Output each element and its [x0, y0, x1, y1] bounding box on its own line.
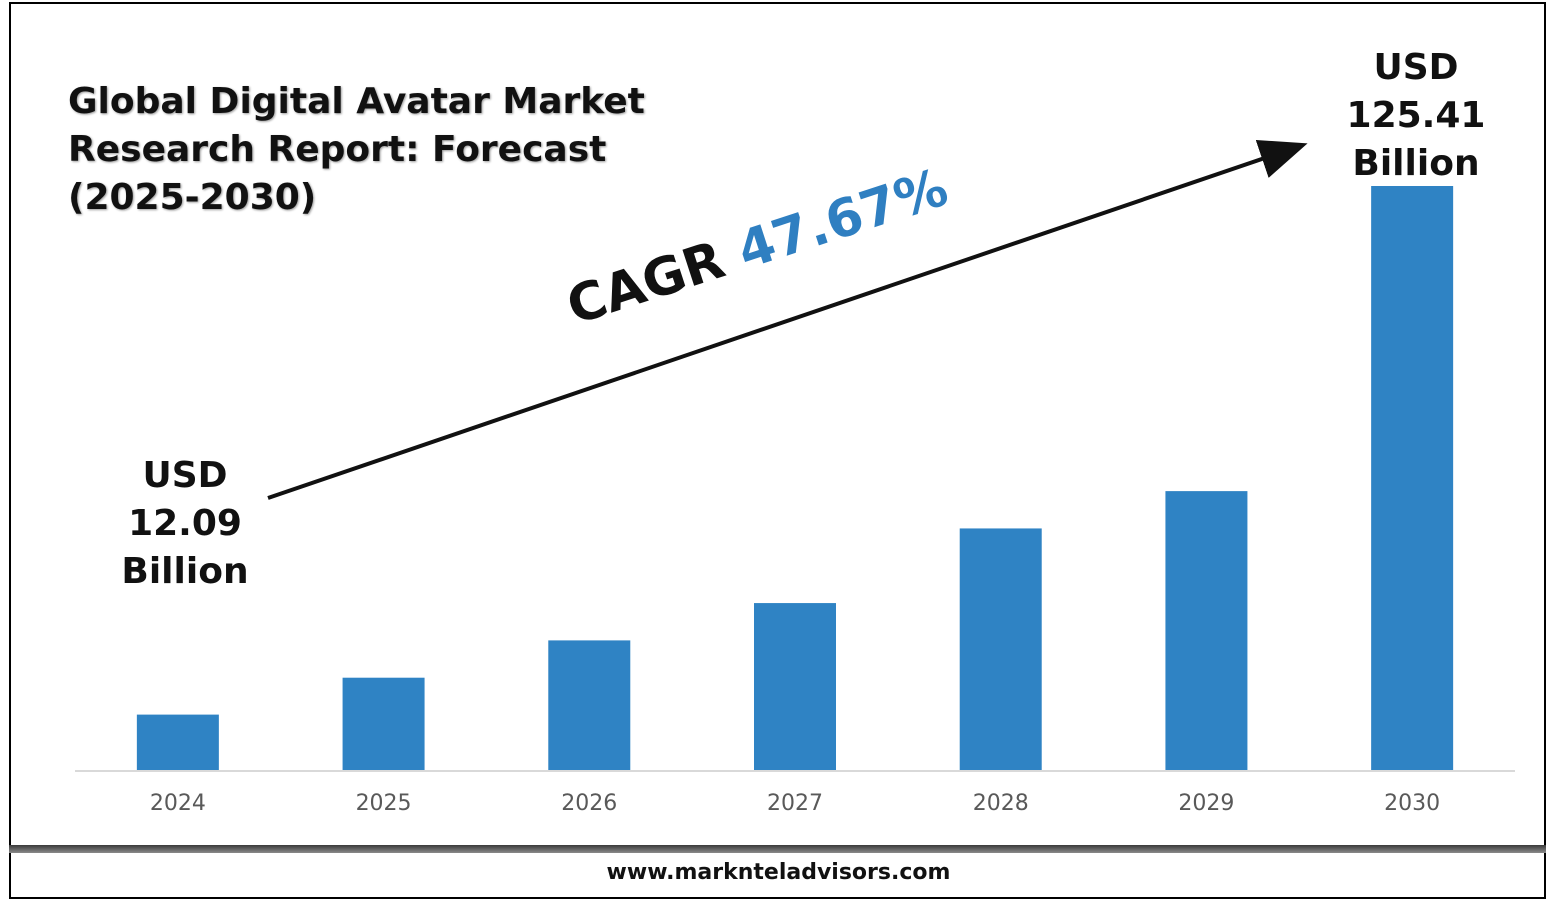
end-label-currency: USD: [1373, 47, 1459, 88]
footer-url: www.marknteladvisors.com: [606, 860, 951, 885]
footer-bar: [9, 845, 1546, 853]
title-line-2: Research Report: Forecast: [68, 129, 607, 170]
bar-2029: [1165, 491, 1248, 771]
growth-arrow: [267, 139, 1308, 500]
bar-2030: [1371, 186, 1454, 771]
start-label-currency: USD: [142, 455, 228, 496]
start-label-amount: 12.09: [128, 503, 242, 544]
bar-2026: [548, 640, 631, 771]
title-line-3: (2025-2030): [68, 177, 317, 218]
x-tick-2029: 2029: [1178, 791, 1234, 816]
start-value-label: USD 12.09 Billion: [95, 452, 275, 596]
chart-title: Global Digital Avatar Market Research Re…: [68, 78, 668, 222]
end-label-amount: 125.41: [1346, 95, 1486, 136]
x-tick-2025: 2025: [356, 791, 412, 816]
x-tick-2024: 2024: [150, 791, 206, 816]
x-tick-2027: 2027: [767, 791, 823, 816]
bar-2025: [342, 677, 425, 771]
x-tick-2030: 2030: [1384, 791, 1440, 816]
start-label-unit: Billion: [121, 551, 249, 592]
x-tick-2026: 2026: [561, 791, 617, 816]
end-label-unit: Billion: [1352, 143, 1480, 184]
bar-2024: [136, 714, 219, 771]
end-value-label: USD 125.41 Billion: [1326, 44, 1506, 188]
x-tick-2028: 2028: [973, 791, 1029, 816]
bar-2027: [754, 603, 836, 771]
bar-2028: [959, 528, 1042, 771]
title-line-1: Global Digital Avatar Market: [68, 81, 645, 122]
